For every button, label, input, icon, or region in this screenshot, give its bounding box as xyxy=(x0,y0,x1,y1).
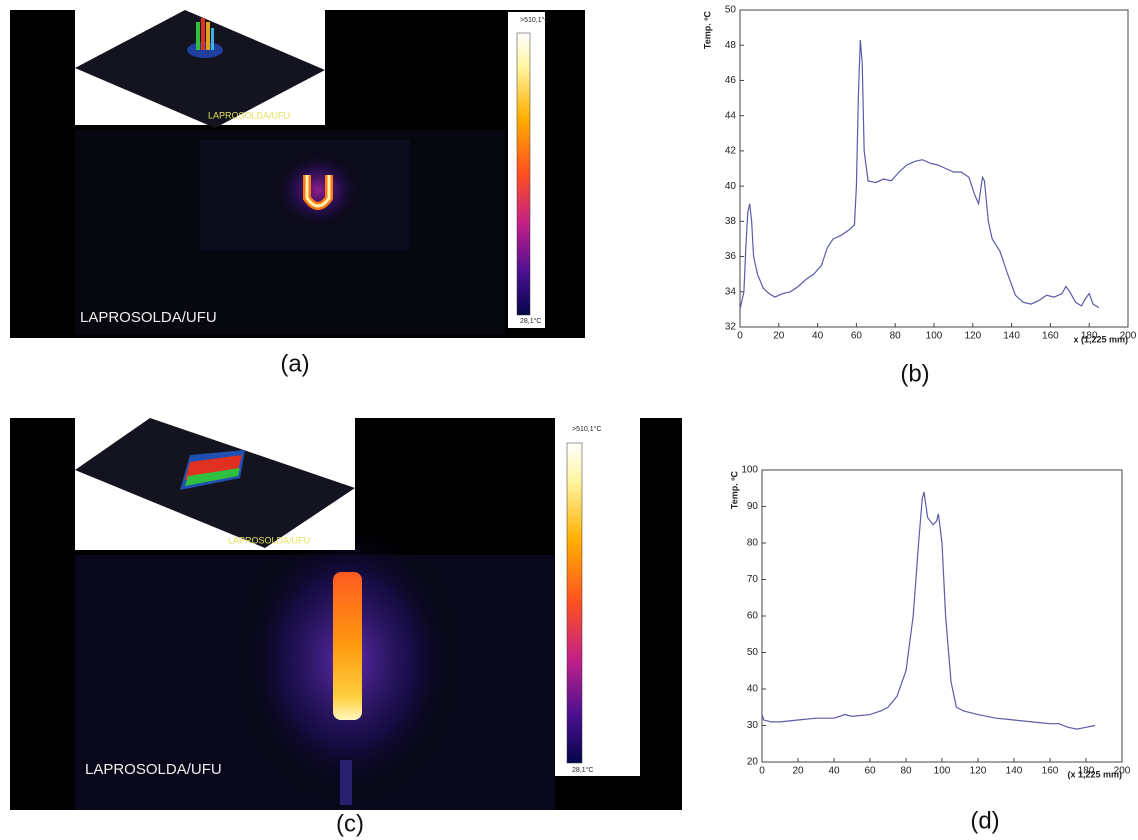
x-tick-label: 0 xyxy=(759,766,765,777)
colorbar-min: 28,1°C xyxy=(572,766,593,774)
x-tick-label: 100 xyxy=(926,331,943,342)
plot-area xyxy=(761,469,1123,763)
x-tick-label: 60 xyxy=(864,766,876,777)
y-axis-label: Temp. ºC xyxy=(702,10,712,49)
y-tick-label: 90 xyxy=(747,501,759,512)
x-tick-label: 160 xyxy=(1042,766,1059,777)
x-tick-label: 60 xyxy=(851,331,863,342)
x-tick-label: 200 xyxy=(1120,331,1137,342)
thermal-image-a: LAPROSOLDA/UFU LAPROSOLDA/UFU >510,1°C 2… xyxy=(10,10,585,338)
x-tick-label: 80 xyxy=(890,331,902,342)
x-tick-label: 20 xyxy=(792,766,804,777)
x-tick-label: 180 xyxy=(1081,331,1098,342)
y-tick-label: 34 xyxy=(725,286,737,297)
colorbar-max: >510,1°C xyxy=(520,16,549,24)
x-tick-label: 0 xyxy=(737,331,743,342)
x-axis-label: x (1,225 mm) xyxy=(1073,334,1128,344)
x-tick-label: 120 xyxy=(964,331,981,342)
x-tick-label: 180 xyxy=(1078,766,1095,777)
y-tick-label: 44 xyxy=(725,110,737,121)
x-tick-label: 40 xyxy=(828,766,840,777)
y-tick-label: 30 xyxy=(747,720,759,731)
x-tick-label: 140 xyxy=(1006,766,1023,777)
watermark: LAPROSOLDA/UFU xyxy=(80,309,217,326)
caption: (a) xyxy=(280,350,309,377)
y-tick-label: 80 xyxy=(747,538,759,549)
x-tick-label: 80 xyxy=(900,766,912,777)
x-tick-label: 120 xyxy=(970,766,987,777)
y-tick-label: 36 xyxy=(725,251,737,262)
y-tick-label: 50 xyxy=(747,647,759,658)
y-tick-label: 46 xyxy=(725,75,737,86)
y-tick-label: 70 xyxy=(747,574,759,585)
x-tick-label: 40 xyxy=(812,331,824,342)
x-tick-label: 200 xyxy=(1114,766,1131,777)
y-tick-label: 32 xyxy=(725,322,737,333)
y-tick-label: 100 xyxy=(741,465,758,476)
caption: (b) xyxy=(900,360,929,387)
colorbar-max: >510,1°C xyxy=(572,425,601,433)
line xyxy=(739,39,1100,310)
x-tick-label: 20 xyxy=(773,331,785,342)
y-axis-label: Temp. ºC xyxy=(729,470,739,509)
y-tick-label: 38 xyxy=(725,216,737,227)
watermark: LAPROSOLDA/UFU xyxy=(85,761,222,778)
y-tick-label: 40 xyxy=(725,181,737,192)
caption: (c) xyxy=(336,810,364,837)
x-tick-label: 100 xyxy=(934,766,951,777)
inset-watermark: LAPROSOLDA/UFU xyxy=(228,535,310,545)
y-tick-label: 20 xyxy=(747,757,759,768)
y-tick-label: 48 xyxy=(725,40,737,51)
caption: (d) xyxy=(970,807,999,834)
y-tick-label: 42 xyxy=(725,146,737,157)
x-tick-label: 160 xyxy=(1042,331,1059,342)
line xyxy=(761,491,1096,730)
y-tick-label: 50 xyxy=(725,5,737,16)
thermal-image-c: LAPROSOLDA/UFU LAPROSOLDA/UFU >510,1°C 2… xyxy=(10,418,682,810)
x-tick-label: 140 xyxy=(1003,331,1020,342)
y-tick-label: 40 xyxy=(747,684,759,695)
inset-watermark: LAPROSOLDA/UFU xyxy=(208,110,290,120)
y-tick-label: 60 xyxy=(747,611,759,622)
plot-area xyxy=(739,9,1129,328)
x-axis-label: (x 1,225 mm) xyxy=(1067,769,1122,779)
colorbar-min: 28,1°C xyxy=(520,317,541,325)
